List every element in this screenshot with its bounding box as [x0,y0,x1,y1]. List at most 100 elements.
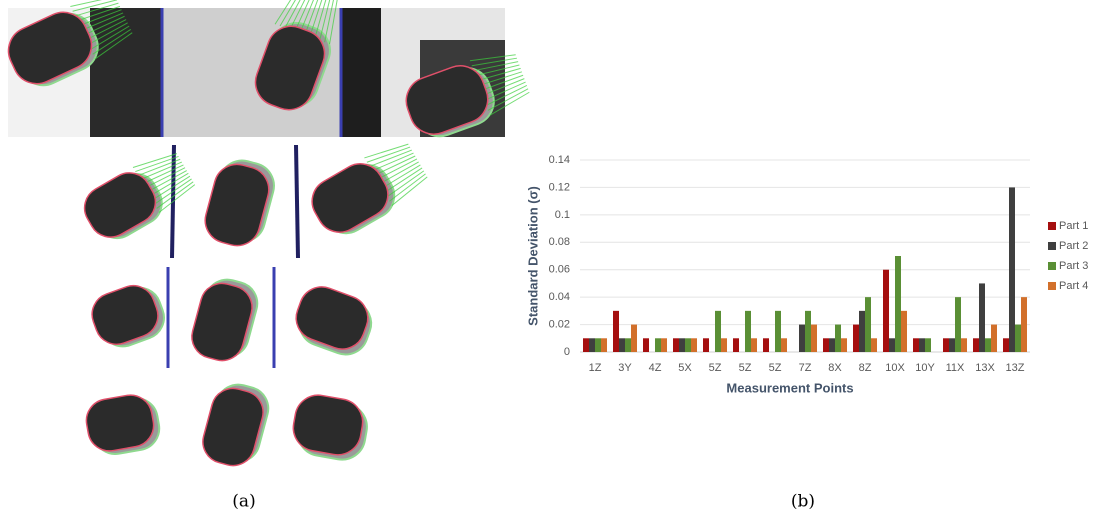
bar [955,297,961,352]
panel-label: (a) [232,492,255,512]
bar [943,338,949,352]
x-tick-label: 4Z [649,362,662,374]
y-tick-label: 0.14 [549,154,570,166]
bar [745,311,751,352]
bar [835,325,841,352]
bar [583,338,589,352]
legend-swatch [1048,242,1056,250]
part-outline [77,165,164,245]
panel-label: (b) [791,492,815,512]
y-tick-label: 0.04 [549,291,570,303]
x-tick-label: 10Y [915,362,935,374]
x-tick-label: 11X [946,362,965,374]
legend-label: Part 3 [1059,260,1088,272]
y-tick-label: 0 [564,346,570,358]
bar [733,338,739,352]
bar [913,338,919,352]
legend-label: Part 4 [1059,280,1088,292]
bar [685,338,691,352]
blue-edge [296,145,298,258]
tracked-part [198,379,273,472]
bar [589,338,595,352]
bar [655,338,661,352]
x-tick-label: 10X [885,362,905,374]
tracked-part [200,154,279,251]
bar [721,338,727,352]
part-outline [86,280,164,351]
bar [781,338,787,352]
x-tick-label: 3Y [618,362,632,374]
x-tick-label: 5Z [709,362,722,374]
bar [979,283,985,352]
bar [625,338,631,352]
bar [973,338,979,352]
x-tick-label: 13Z [1006,362,1025,374]
part-outline [304,155,396,240]
bar [595,338,601,352]
bar [703,338,709,352]
bar [601,338,607,352]
bar [859,311,865,352]
bar [799,325,805,352]
y-tick-label: 0.12 [549,181,570,193]
y-tick-label: 0.08 [549,236,570,248]
y-axis-title: Standard Deviation (σ) [525,186,540,326]
bar [985,338,991,352]
x-tick-label: 8Z [859,362,872,374]
bar [1021,297,1027,352]
figure: Measurement Points Standard Deviation (σ… [0,0,1096,518]
bar [925,338,931,352]
bar [775,311,781,352]
bar [631,325,637,352]
tracked-part [289,392,371,464]
photo-panel [1,0,534,471]
tracked-part [187,274,262,367]
bar [1009,187,1015,352]
bar [961,338,967,352]
tracked-part [289,281,379,361]
x-tick-label: 7Z [799,362,812,374]
bar [763,338,769,352]
bar [811,325,817,352]
x-tick-label: 5X [678,362,692,374]
bar [823,338,829,352]
bar [889,338,895,352]
bar [751,338,757,352]
bar [949,338,955,352]
bar [619,338,625,352]
x-axis-title: Measurement Points [726,380,853,395]
bar [991,325,997,352]
legend-label: Part 1 [1059,220,1088,232]
bar [883,270,889,352]
legend-label: Part 2 [1059,240,1088,252]
bar [715,311,721,352]
bar [895,256,901,352]
chart: Measurement Points Standard Deviation (σ… [525,154,1088,396]
bar [805,311,811,352]
bar [661,338,667,352]
bar [1003,338,1009,352]
bar [643,338,649,352]
y-tick-label: 0.1 [555,209,570,221]
bar [841,338,847,352]
tracked-part [86,278,170,354]
legend-swatch [1048,282,1056,290]
bar [673,338,679,352]
bar [691,338,697,352]
bar [871,338,877,352]
x-tick-label: 13X [975,362,995,374]
legend-swatch [1048,222,1056,230]
x-tick-label: 8X [828,362,842,374]
photo-shadow [341,8,381,137]
y-tick-label: 0.02 [549,318,570,330]
x-tick-label: 5Z [739,362,752,374]
x-tick-label: 1Z [589,362,602,374]
bar [613,311,619,352]
bar [865,297,871,352]
bar [829,338,835,352]
tracked-part [77,145,200,248]
x-tick-label: 5Z [769,362,782,374]
tracked-part [304,135,433,244]
y-tick-label: 0.06 [549,264,570,276]
bar [679,338,685,352]
